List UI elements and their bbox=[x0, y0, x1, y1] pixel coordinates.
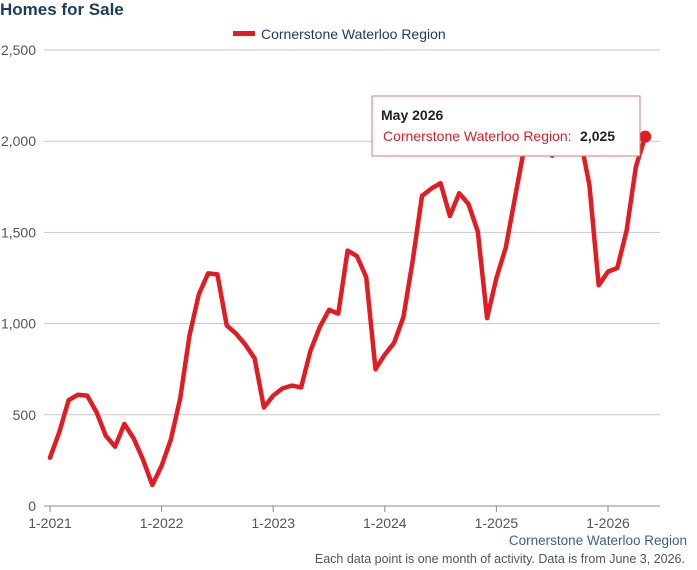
y-tick-label: 2,000 bbox=[1, 133, 36, 149]
y-tick-label: 1,500 bbox=[1, 224, 36, 240]
chart-credit[interactable]: Cornerstone Waterloo Region bbox=[508, 533, 687, 548]
x-tick-label: 1-2022 bbox=[140, 515, 184, 531]
legend-swatch bbox=[233, 31, 255, 36]
highlight-point bbox=[639, 130, 652, 143]
x-tick-label: 1-2026 bbox=[586, 515, 630, 531]
legend-label: Cornerstone Waterloo Region bbox=[261, 26, 446, 42]
y-axis-ticks: 0 500 1,000 1,500 2,000 2,500 bbox=[1, 42, 36, 514]
tooltip-value: 2,025 bbox=[580, 128, 615, 144]
y-tick-label: 1,000 bbox=[1, 316, 36, 332]
tooltip: May 2026 Cornerstone Waterloo Region: 2,… bbox=[371, 95, 641, 157]
tooltip-series: Cornerstone Waterloo Region: bbox=[383, 128, 572, 144]
x-axis-ticks: 1-2021 1-2022 1-2023 1-2024 1-2025 1-2026 bbox=[28, 506, 630, 531]
tooltip-body: Cornerstone Waterloo Region: 2,025 bbox=[383, 128, 615, 145]
chart-title: Homes for Sale bbox=[0, 0, 124, 19]
series-line bbox=[47, 103, 648, 488]
tooltip-box bbox=[371, 95, 641, 157]
x-tick-label: 1-2021 bbox=[28, 515, 72, 531]
y-tick-label: 0 bbox=[28, 498, 36, 514]
x-tick-label: 1-2025 bbox=[475, 515, 519, 531]
data-footnote: Each data point is one month of activity… bbox=[314, 552, 685, 566]
legend[interactable]: Cornerstone Waterloo Region bbox=[233, 26, 446, 42]
x-tick-label: 1-2024 bbox=[363, 515, 407, 531]
y-tick-label: 2,500 bbox=[1, 42, 36, 58]
y-tick-label: 500 bbox=[13, 407, 37, 423]
x-tick-label: 1-2023 bbox=[251, 515, 295, 531]
tooltip-title: May 2026 bbox=[381, 107, 443, 123]
